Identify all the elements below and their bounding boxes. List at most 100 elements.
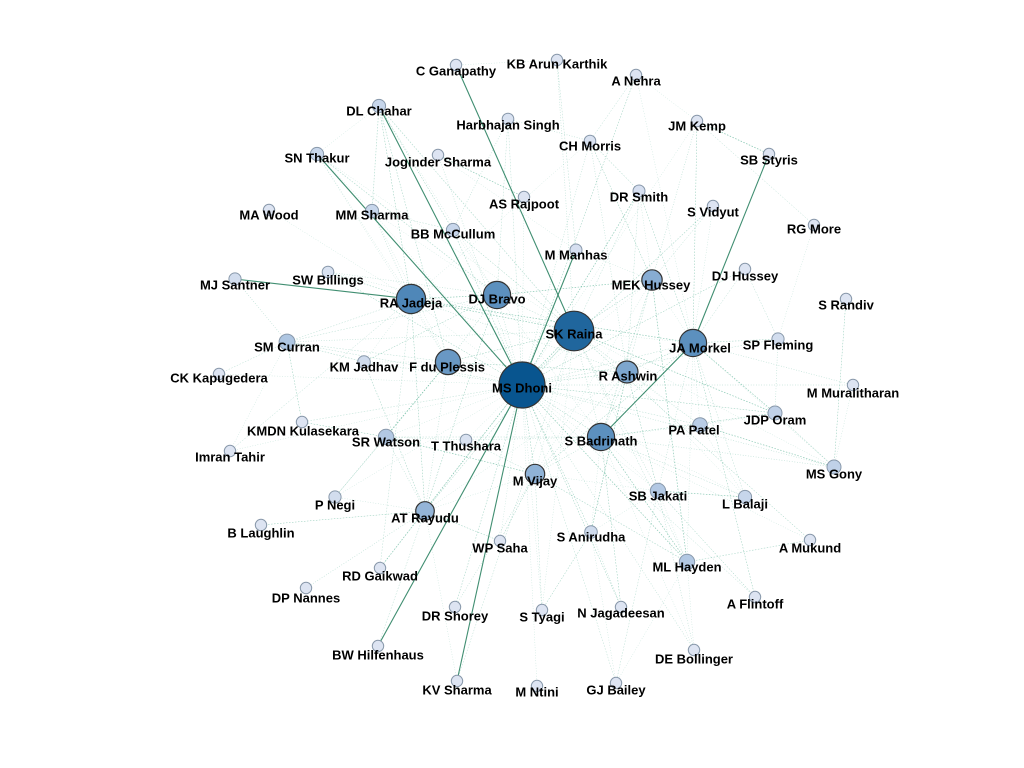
label-m-vijay: M Vijay — [513, 473, 558, 488]
node-m-muralitharan — [846, 378, 860, 392]
edge-s-anirudha-gj-bailey — [590, 531, 617, 684]
edge-s-badrinath-ms-gony — [600, 436, 835, 468]
edge-ms-dhoni-r-ashwin — [521, 371, 628, 386]
edge-ms-dhoni-kmdn-kulasekara — [301, 384, 523, 423]
node-ml-hayden — [678, 553, 696, 571]
edge-r-ashwin-dr-smith — [626, 190, 640, 373]
edge-at-rayudu-rd-gaikwad — [379, 510, 426, 569]
label-km-jadhav: KM Jadhav — [330, 359, 399, 374]
label-m-manhas: M Manhas — [545, 247, 608, 262]
edge-ja-morkel-ml-hayden — [686, 342, 694, 563]
node-pa-patel — [692, 417, 708, 433]
label-jm-kemp: JM Kemp — [668, 118, 726, 133]
node-m-manhas — [569, 243, 583, 257]
edge-r-ashwin-sb-jakati — [626, 371, 659, 492]
node-c-ganapathy — [449, 58, 463, 72]
label-a-nehra: A Nehra — [611, 73, 661, 88]
edge-mek-hussey-ch-morris — [589, 140, 653, 281]
edge-ms-dhoni-jm-kemp — [521, 120, 698, 386]
node-l-balaji — [737, 489, 753, 505]
edge-ra-jadeja-f-du-plessis — [410, 298, 449, 363]
label-as-rajpoot: AS Rajpoot — [489, 196, 560, 211]
edge-mek-hussey-s-vidyut — [651, 205, 714, 281]
edge-sk-raina-sb-jakati — [573, 330, 659, 492]
edge-at-rayudu-kv-sharma — [424, 510, 458, 682]
edge-pa-patel-ms-gony — [699, 424, 835, 468]
label-layer: MS Dhoni SK Raina RA Jadeja JA Morkel DJ Bra… — [170, 56, 899, 699]
edge-ms-dhoni-ch-morris — [521, 140, 591, 386]
label-sp-fleming: SP Fleming — [743, 337, 814, 352]
edge-ra-jadeja-sm-curran — [286, 298, 412, 343]
label-harbhajan-singh: Harbhajan Singh — [456, 117, 559, 132]
node-bw-hilfenhaus — [371, 639, 385, 653]
node-km-jadhav — [357, 355, 371, 369]
label-sn-thakur: SN Thakur — [284, 150, 349, 165]
edge-joginder-sharma-m-manhas — [437, 154, 577, 251]
label-s-tyagi: S Tyagi — [519, 609, 564, 624]
label-sk-raina: SK Raina — [545, 326, 603, 341]
edge-ms-dhoni-harbhajan-singh — [507, 118, 523, 386]
node-f-du-plessis — [434, 348, 462, 376]
edge-mek-hussey-dr-smith — [638, 190, 653, 281]
edge-ms-gony-s-randiv — [833, 298, 847, 468]
label-at-rayudu: AT Rayudu — [391, 510, 459, 525]
edge-ms-dhoni-at-rayudu — [424, 384, 523, 512]
edge-ms-dhoni-km-jadhav — [363, 361, 523, 386]
label-bw-hilfenhaus: BW Hilfenhaus — [332, 647, 424, 662]
edge-ms-dhoni-ms-gony — [521, 384, 835, 468]
edge-dl-chahar-sn-thakur — [316, 105, 380, 155]
label-s-badrinath: S Badrinath — [565, 433, 638, 448]
edge-ja-morkel-dr-smith — [638, 190, 694, 344]
node-wp-saha — [493, 534, 507, 548]
edge-ja-morkel-dj-hussey — [692, 268, 746, 344]
label-dr-smith: DR Smith — [610, 189, 669, 204]
edge-ja-morkel-mek-hussey — [651, 279, 694, 344]
edge-ms-dhoni-s-tyagi — [521, 384, 543, 611]
edge-ja-morkel-jm-kemp — [692, 120, 698, 344]
edge-ms-dhoni-s-vidyut — [521, 205, 714, 386]
edge-ch-morris-a-nehra — [589, 74, 637, 142]
edge-ms-dhoni-wp-saha — [499, 384, 523, 542]
edge-m-vijay-ml-hayden — [534, 473, 688, 563]
edge-ms-dhoni-as-rajpoot — [521, 196, 525, 386]
edge-ra-jadeja-mm-sharma — [371, 210, 412, 300]
edge-ms-dhoni-m-ntini — [521, 384, 538, 687]
edge-ms-dhoni-ml-hayden — [521, 384, 688, 563]
edge-f-du-plessis-dl-chahar — [378, 105, 449, 363]
edge-ms-dhoni-a-nehra — [521, 74, 637, 386]
node-sm-curran — [278, 333, 296, 351]
label-ms-gony: MS Gony — [806, 466, 863, 481]
edge-ra-jadeja-dl-chahar — [378, 105, 412, 300]
edge-sp-fleming-rg-more — [777, 224, 815, 340]
strong-edge-ms-dhoni-bw-hilfenhaus — [377, 384, 523, 647]
edge-at-rayudu-dp-nannes — [305, 510, 426, 589]
edge-ms-gony-m-muralitharan — [833, 384, 854, 468]
edge-m-vijay-at-rayudu — [424, 473, 536, 512]
node-sb-jakati — [649, 482, 667, 500]
edge-sm-curran-mj-santner — [234, 278, 288, 343]
edge-ms-dhoni-gj-bailey — [521, 384, 617, 684]
edge-dj-bravo-at-rayudu — [424, 294, 498, 512]
node-as-rajpoot — [517, 190, 531, 204]
strong-edge-ms-dhoni-dl-chahar — [378, 105, 523, 386]
label-m-ntini: M Ntini — [515, 684, 558, 699]
edge-sk-raina-kb-arun-karthik — [556, 59, 575, 332]
edge-sk-raina-ra-jadeja — [410, 298, 575, 332]
edge-ms-dhoni-bb-mccullum — [452, 229, 523, 386]
edge-at-rayudu-sr-watson — [385, 436, 426, 512]
edge-ra-jadeja-sn-thakur — [316, 153, 412, 300]
edge-ms-dhoni-s-anirudha — [521, 384, 592, 533]
node-mj-santner — [228, 272, 242, 286]
edge-r-ashwin-at-rayudu — [424, 371, 628, 512]
node-rg-more — [807, 218, 821, 232]
label-sr-watson: SR Watson — [352, 434, 420, 449]
edge-dj-bravo-sn-thakur — [316, 153, 498, 296]
edge-ms-dhoni-ck-kapugedera — [218, 373, 523, 386]
edge-sr-watson-p-negi — [334, 436, 387, 498]
edge-sk-raina-dj-bravo — [496, 294, 575, 332]
node-a-nehra — [629, 68, 643, 82]
edge-at-rayudu-p-negi — [334, 496, 426, 512]
edge-ms-dhoni-pa-patel — [521, 384, 701, 426]
node-sp-fleming — [771, 332, 785, 346]
edge-s-badrinath-t-thushara — [465, 436, 602, 441]
